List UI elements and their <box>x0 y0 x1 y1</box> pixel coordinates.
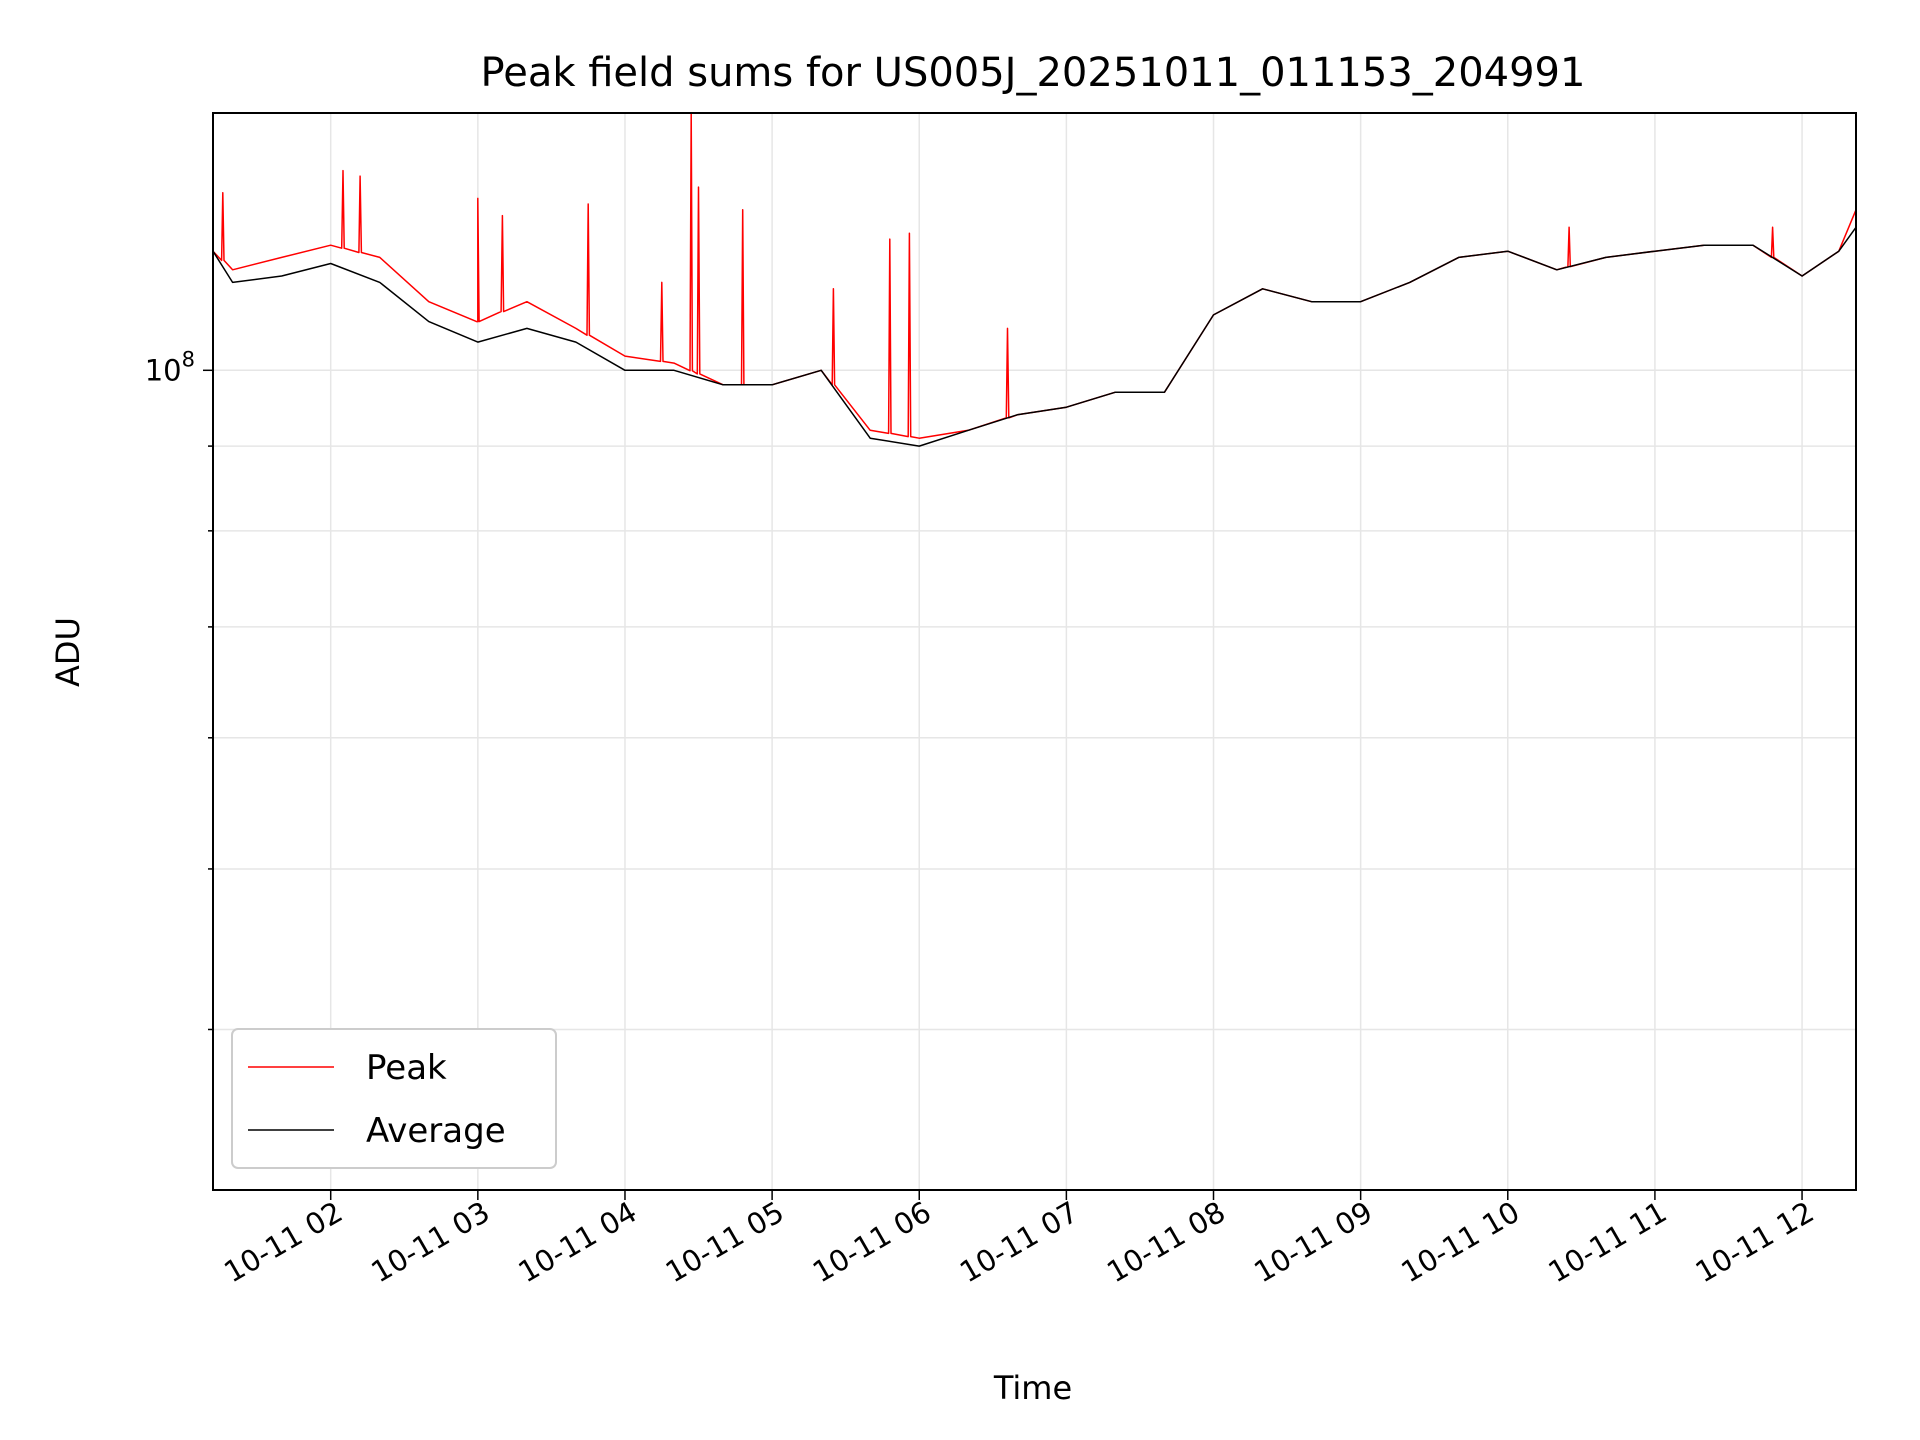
x-tick-label: 10-11 12 <box>1690 1195 1820 1290</box>
x-tick-label: 10-11 05 <box>660 1195 790 1290</box>
y-axis: 108 <box>145 347 213 1031</box>
x-axis: 10-11 02 10-11 03 10-11 04 10-11 05 10-11 06… <box>218 1190 1820 1290</box>
legend-label-peak: Peak <box>366 1048 447 1088</box>
x-tick-label: 10-11 03 <box>365 1195 495 1290</box>
legend: Peak Average <box>231 1028 557 1169</box>
x-tick-label: 10-11 07 <box>954 1195 1084 1290</box>
x-tick-label: 10-11 08 <box>1101 1195 1231 1290</box>
x-tick-label: 10-11 10 <box>1395 1195 1525 1290</box>
x-tick-label: 10-11 11 <box>1542 1195 1672 1290</box>
plot-background <box>213 113 1856 1190</box>
x-tick-label: 10-11 09 <box>1248 1195 1378 1290</box>
grid <box>213 113 1856 1190</box>
x-tick-label: 10-11 02 <box>218 1195 348 1290</box>
plot-frame <box>212 112 1857 1191</box>
x-axis-label: Time <box>993 1369 1072 1407</box>
y-tick-label: 108 <box>145 347 195 387</box>
series-layer <box>212 112 1857 447</box>
x-tick-label: 10-11 04 <box>513 1195 643 1290</box>
legend-label-average: Average <box>366 1111 506 1151</box>
legend-box <box>231 1028 557 1169</box>
chart-title: Peak field sums for US005J_20251011_0111… <box>481 50 1586 96</box>
x-tick-label: 10-11 06 <box>807 1195 937 1290</box>
y-axis-label: ADU <box>49 617 87 687</box>
series-line-average <box>212 226 1857 447</box>
